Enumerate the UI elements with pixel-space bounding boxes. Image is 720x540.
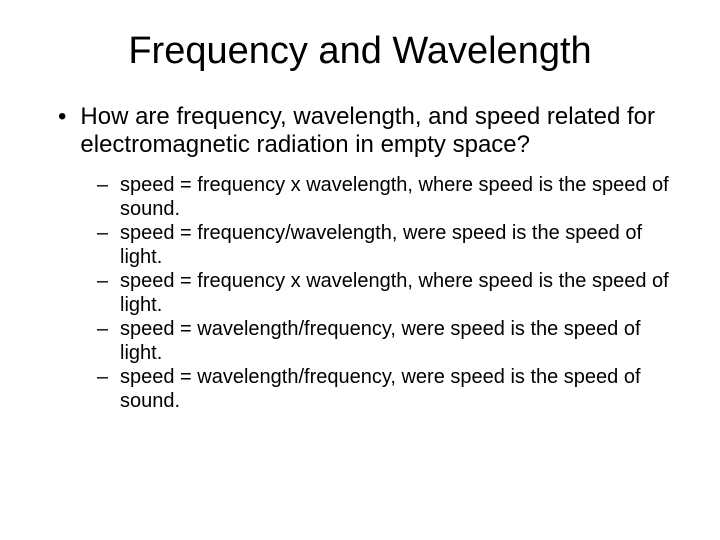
- dash-icon: –: [94, 173, 108, 197]
- list-item: – speed = frequency x wavelength, where …: [94, 173, 670, 221]
- dash-icon: –: [94, 221, 108, 245]
- option-text: speed = frequency x wavelength, where sp…: [120, 269, 670, 317]
- option-text: speed = wavelength/frequency, were speed…: [120, 317, 670, 365]
- options-list: – speed = frequency x wavelength, where …: [50, 173, 670, 413]
- dash-icon: –: [94, 317, 108, 341]
- dash-icon: –: [94, 365, 108, 389]
- option-text: speed = frequency x wavelength, where sp…: [120, 173, 670, 221]
- list-item: – speed = wavelength/frequency, were spe…: [94, 365, 670, 413]
- slide-title: Frequency and Wavelength: [50, 30, 670, 73]
- bullet-marker: •: [58, 103, 66, 131]
- question-block: • How are frequency, wavelength, and spe…: [50, 103, 670, 159]
- list-item: – speed = frequency x wavelength, where …: [94, 269, 670, 317]
- question-text: How are frequency, wavelength, and speed…: [80, 103, 670, 159]
- list-item: – speed = wavelength/frequency, were spe…: [94, 317, 670, 365]
- option-text: speed = wavelength/frequency, were speed…: [120, 365, 670, 413]
- option-text: speed = frequency/wavelength, were speed…: [120, 221, 670, 269]
- dash-icon: –: [94, 269, 108, 293]
- list-item: – speed = frequency/wavelength, were spe…: [94, 221, 670, 269]
